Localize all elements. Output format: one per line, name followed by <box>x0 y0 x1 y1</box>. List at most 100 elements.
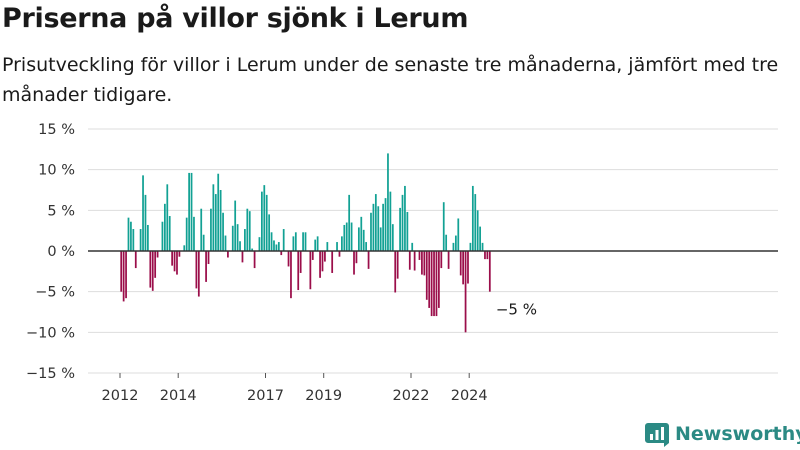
bar <box>382 203 384 251</box>
bar <box>360 216 363 251</box>
bar <box>139 229 142 251</box>
bar <box>147 224 149 251</box>
bar <box>467 251 469 284</box>
bar <box>168 216 171 251</box>
bar <box>464 251 467 333</box>
x-tick-label: 2022 <box>393 388 430 404</box>
bar <box>280 251 283 256</box>
bar <box>331 251 334 273</box>
bar <box>166 184 169 251</box>
bar <box>457 218 460 251</box>
bar <box>374 194 377 251</box>
newsworthy-logo[interactable]: Newsworthy <box>644 420 800 448</box>
bar <box>151 251 154 291</box>
axis-labels: 15 % 10 % 5 % 0 % −5 % −10 % −15 % 2012 2014 2017… <box>26 122 488 404</box>
bar <box>236 224 239 251</box>
bar <box>355 251 358 264</box>
bar <box>462 251 465 285</box>
bar <box>435 251 438 317</box>
bar <box>188 172 190 251</box>
x-tick-label: 2019 <box>305 388 342 404</box>
bar <box>214 194 217 251</box>
bar <box>125 251 127 299</box>
chart-title: Priserna på villor sjönk i Lerum <box>2 3 469 34</box>
bar <box>370 212 372 251</box>
bar <box>149 251 152 288</box>
grid-lines <box>88 128 778 374</box>
bar <box>297 251 300 291</box>
bar <box>282 229 285 251</box>
bar <box>440 251 443 269</box>
bar <box>246 208 249 251</box>
bar <box>387 153 389 251</box>
bar <box>132 229 135 251</box>
y-tick-label: −10 % <box>26 325 75 341</box>
bar <box>425 251 428 300</box>
bar <box>454 235 457 251</box>
bar <box>178 251 181 257</box>
bar <box>217 173 220 251</box>
bar <box>224 235 227 251</box>
bar <box>277 242 280 251</box>
bar <box>459 251 462 276</box>
bar <box>396 251 399 279</box>
y-tick-label: 10 % <box>38 163 75 179</box>
bar <box>268 214 271 251</box>
y-tick-label: −15 % <box>26 366 75 382</box>
bar <box>408 251 411 270</box>
bar <box>176 251 178 275</box>
bar <box>248 211 251 251</box>
bar <box>484 251 486 260</box>
bar <box>336 242 338 251</box>
bar <box>185 217 188 251</box>
bar <box>365 242 368 251</box>
bar <box>316 236 319 251</box>
bar <box>171 251 174 266</box>
last-value-annotation: −5 % <box>496 301 537 319</box>
bar <box>163 203 166 251</box>
bar <box>156 251 159 258</box>
bar <box>438 251 440 308</box>
bar <box>413 251 416 271</box>
bar <box>195 251 198 289</box>
bar <box>304 232 307 251</box>
bar <box>205 251 207 282</box>
bar <box>474 194 477 251</box>
x-tick-label: 2017 <box>247 388 284 404</box>
bar <box>120 251 123 292</box>
bar <box>326 242 329 251</box>
bar <box>350 222 353 251</box>
bar <box>404 185 406 251</box>
bar <box>142 175 144 251</box>
bar <box>338 251 341 257</box>
bar <box>202 234 205 251</box>
bar <box>442 202 445 251</box>
bar <box>418 251 421 260</box>
bar <box>481 242 484 251</box>
bar <box>265 194 268 251</box>
bar <box>253 251 256 269</box>
bar <box>341 236 343 251</box>
bar <box>275 244 278 251</box>
bar <box>207 251 210 265</box>
bar <box>406 211 409 251</box>
bar <box>222 212 224 251</box>
chart-bars <box>120 153 491 333</box>
bar <box>134 251 137 269</box>
bar <box>321 251 324 272</box>
bar <box>421 251 423 275</box>
y-tick-label: −5 % <box>35 285 75 301</box>
bar <box>227 251 229 258</box>
bar <box>234 200 237 251</box>
bar <box>401 194 404 251</box>
bar <box>127 217 130 251</box>
bar <box>476 210 479 251</box>
bar <box>379 227 382 251</box>
bar <box>239 241 241 251</box>
y-tick-label: 15 % <box>38 122 75 138</box>
bar <box>294 232 297 251</box>
bar <box>486 251 489 260</box>
bar <box>290 251 292 299</box>
bar <box>260 191 263 251</box>
bar <box>433 251 435 317</box>
